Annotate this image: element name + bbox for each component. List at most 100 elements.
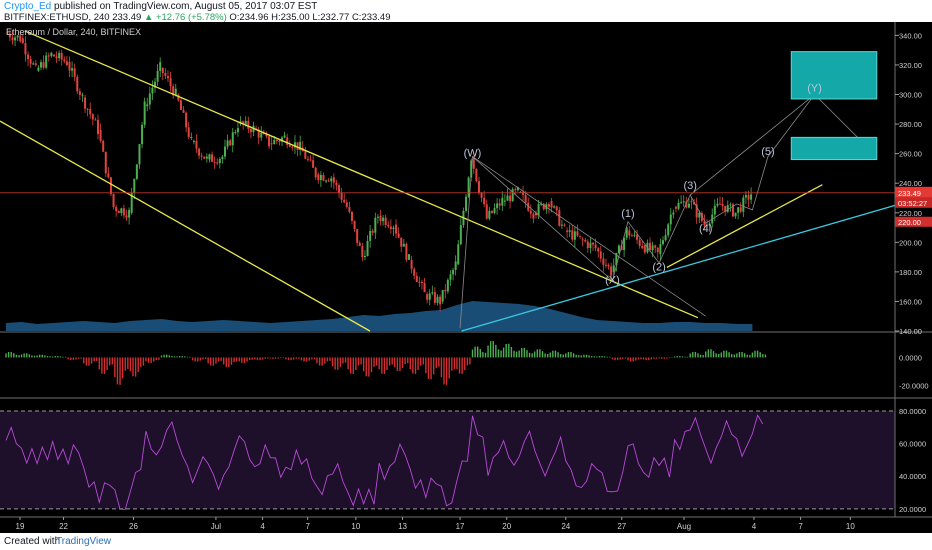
wave-path xyxy=(459,93,878,329)
candle-body xyxy=(128,209,131,218)
time-tick-label: 27 xyxy=(617,522,626,531)
ohlc-values: O:234.96 H:235.00 L:232.77 C:233.49 xyxy=(229,12,391,23)
candle-body xyxy=(744,195,747,198)
publish-info: published on TradingView.com, August 05,… xyxy=(54,1,318,12)
candle-body xyxy=(669,214,672,225)
candle-body xyxy=(52,54,55,57)
candle-body xyxy=(555,206,558,211)
candle-body xyxy=(356,228,359,243)
candle-body xyxy=(690,200,693,203)
rsi-tick-label: 80.0000 xyxy=(899,407,926,416)
candle-body xyxy=(91,114,94,120)
candle-body xyxy=(527,202,530,211)
chart-title: Ethereum / Dollar, 240, BITFINEX xyxy=(6,27,141,37)
candle-body xyxy=(60,52,63,60)
candle-body xyxy=(579,235,582,237)
candle-body xyxy=(314,167,317,178)
candle-body xyxy=(433,292,436,303)
candle-body xyxy=(247,120,250,129)
rsi-tick-label: 60.0000 xyxy=(899,440,926,449)
channel-upper-line xyxy=(24,30,699,319)
candle-body xyxy=(117,211,120,214)
candle-body xyxy=(628,230,631,236)
candle-body xyxy=(612,265,615,272)
support-line xyxy=(461,204,896,332)
candle-body xyxy=(32,63,35,65)
author-link[interactable]: Crypto_Ed xyxy=(4,1,52,12)
candle-body xyxy=(457,244,460,265)
candle-body xyxy=(498,203,501,206)
candle-body xyxy=(472,156,475,169)
candle-body xyxy=(115,206,118,212)
time-tick-label: 24 xyxy=(561,522,570,531)
candle-body xyxy=(615,252,618,266)
time-tick-label: 26 xyxy=(129,522,138,531)
candle-body xyxy=(703,221,706,226)
candle-body xyxy=(270,143,273,145)
candle-body xyxy=(348,206,351,212)
candle-body xyxy=(63,59,66,62)
candle-body xyxy=(218,158,221,164)
candle-body xyxy=(195,140,198,149)
candle-body xyxy=(107,173,110,178)
candle-body xyxy=(283,135,286,138)
candle-body xyxy=(45,55,48,68)
candle-body xyxy=(275,139,278,141)
time-tick-label: 13 xyxy=(398,522,407,531)
candle-body xyxy=(581,239,584,241)
candle-body xyxy=(288,145,291,147)
candle-body xyxy=(133,178,136,193)
candle-body xyxy=(397,233,400,238)
candle-body xyxy=(34,63,37,66)
candle-body xyxy=(511,189,514,202)
candle-body xyxy=(436,296,439,303)
candle-body xyxy=(350,211,353,221)
candle-body xyxy=(534,212,537,216)
candle-body xyxy=(161,67,164,74)
candle-body xyxy=(68,61,71,71)
candle-body xyxy=(677,203,680,209)
candle-body xyxy=(431,292,434,294)
symbol-line: BITFINEX:ETHUSD, 240 233.49 ▲ +12.76 (+5… xyxy=(4,12,391,23)
candle-body xyxy=(630,235,633,237)
candle-body xyxy=(503,200,506,202)
candle-body xyxy=(382,217,385,222)
candle-body xyxy=(446,279,449,292)
target-box xyxy=(790,51,878,100)
time-tick-label: 7 xyxy=(305,522,310,531)
candle-body xyxy=(109,177,112,195)
candle-body xyxy=(537,204,540,216)
candle-body xyxy=(496,203,499,209)
candle-body xyxy=(76,76,79,92)
candle-body xyxy=(102,140,105,152)
candle-body xyxy=(71,68,74,71)
candle-body xyxy=(19,35,22,42)
candle-body xyxy=(296,142,299,150)
candle-body xyxy=(592,242,595,245)
tradingview-brand[interactable]: TradingView xyxy=(56,536,112,547)
candle-body xyxy=(524,194,527,203)
price-chart[interactable]: 340.00320.00300.00280.00260.00240.00220.… xyxy=(0,22,932,533)
candle-body xyxy=(141,124,144,145)
candle-body xyxy=(405,243,408,260)
candle-body xyxy=(384,217,387,225)
candle-body xyxy=(65,61,68,66)
price-tick-label: 140.00 xyxy=(899,327,922,336)
candle-body xyxy=(490,210,493,213)
support-tag-label: 220.00 xyxy=(898,218,921,227)
wave-label: (W) xyxy=(464,148,482,160)
candle-body xyxy=(506,195,509,201)
candle-body xyxy=(392,227,395,229)
candle-body xyxy=(659,244,662,255)
candle-body xyxy=(89,109,92,115)
candle-body xyxy=(706,224,709,226)
candle-body xyxy=(327,180,330,182)
candle-body xyxy=(721,203,724,206)
candle-body xyxy=(190,136,193,138)
candle-body xyxy=(47,55,50,57)
candle-body xyxy=(633,234,636,236)
candle-body xyxy=(516,187,519,191)
candle-body xyxy=(335,182,338,186)
candle-body xyxy=(742,197,745,212)
candle-body xyxy=(198,148,201,156)
